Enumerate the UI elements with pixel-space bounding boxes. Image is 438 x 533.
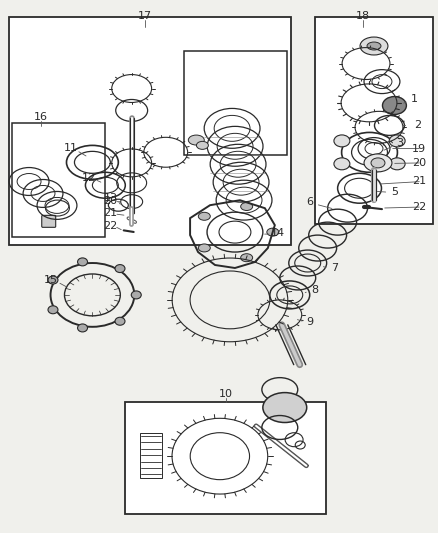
Ellipse shape bbox=[263, 393, 307, 423]
Text: 7: 7 bbox=[331, 263, 338, 273]
Ellipse shape bbox=[389, 135, 405, 147]
Text: 22: 22 bbox=[412, 202, 426, 212]
Bar bbox=[315, 17, 433, 224]
Text: 16: 16 bbox=[34, 112, 48, 122]
Text: 5: 5 bbox=[391, 187, 398, 197]
Text: 21: 21 bbox=[103, 208, 117, 219]
Ellipse shape bbox=[196, 141, 208, 149]
Ellipse shape bbox=[367, 42, 381, 50]
Ellipse shape bbox=[240, 203, 253, 211]
Ellipse shape bbox=[78, 324, 88, 332]
Ellipse shape bbox=[267, 228, 279, 236]
Ellipse shape bbox=[48, 306, 58, 314]
Text: 2: 2 bbox=[414, 120, 421, 131]
Text: 15: 15 bbox=[43, 275, 57, 285]
Text: 14: 14 bbox=[271, 228, 285, 238]
Ellipse shape bbox=[131, 291, 141, 299]
Text: 19: 19 bbox=[412, 143, 426, 154]
Text: 10: 10 bbox=[219, 389, 233, 399]
Text: 13: 13 bbox=[103, 193, 117, 203]
Text: 21: 21 bbox=[412, 176, 426, 187]
Ellipse shape bbox=[382, 96, 406, 115]
Ellipse shape bbox=[48, 276, 58, 284]
Bar bbox=[140, 433, 162, 478]
Bar bbox=[12, 123, 106, 237]
Ellipse shape bbox=[198, 212, 210, 220]
Ellipse shape bbox=[188, 135, 204, 145]
Text: 12: 12 bbox=[81, 173, 95, 183]
Text: 20: 20 bbox=[412, 158, 426, 168]
FancyBboxPatch shape bbox=[42, 215, 56, 227]
Ellipse shape bbox=[240, 254, 253, 262]
Ellipse shape bbox=[389, 158, 405, 170]
Text: 11: 11 bbox=[64, 143, 78, 154]
Text: 22: 22 bbox=[103, 221, 117, 231]
Ellipse shape bbox=[115, 317, 125, 325]
Ellipse shape bbox=[371, 158, 385, 168]
Bar bbox=[184, 51, 287, 155]
Text: 6: 6 bbox=[306, 197, 313, 207]
Bar bbox=[125, 402, 326, 514]
Ellipse shape bbox=[360, 37, 388, 55]
Text: 20: 20 bbox=[103, 196, 117, 206]
Ellipse shape bbox=[334, 158, 350, 170]
Text: 8: 8 bbox=[311, 285, 318, 295]
Ellipse shape bbox=[198, 244, 210, 252]
Text: 3: 3 bbox=[396, 139, 403, 148]
Text: 1: 1 bbox=[411, 93, 418, 103]
Bar bbox=[9, 17, 291, 245]
Text: 18: 18 bbox=[356, 11, 370, 21]
Ellipse shape bbox=[364, 154, 392, 172]
Text: 9: 9 bbox=[306, 317, 313, 327]
Ellipse shape bbox=[334, 135, 350, 147]
Text: 17: 17 bbox=[138, 11, 152, 21]
Ellipse shape bbox=[115, 264, 125, 272]
Ellipse shape bbox=[78, 258, 88, 266]
